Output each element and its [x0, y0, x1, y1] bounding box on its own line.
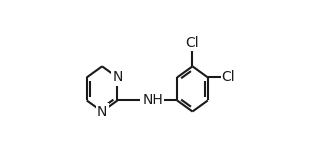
- Text: N: N: [97, 104, 107, 119]
- Text: NH: NH: [142, 93, 163, 107]
- Text: Cl: Cl: [221, 70, 235, 84]
- Text: N: N: [112, 70, 123, 84]
- Text: Cl: Cl: [186, 36, 199, 50]
